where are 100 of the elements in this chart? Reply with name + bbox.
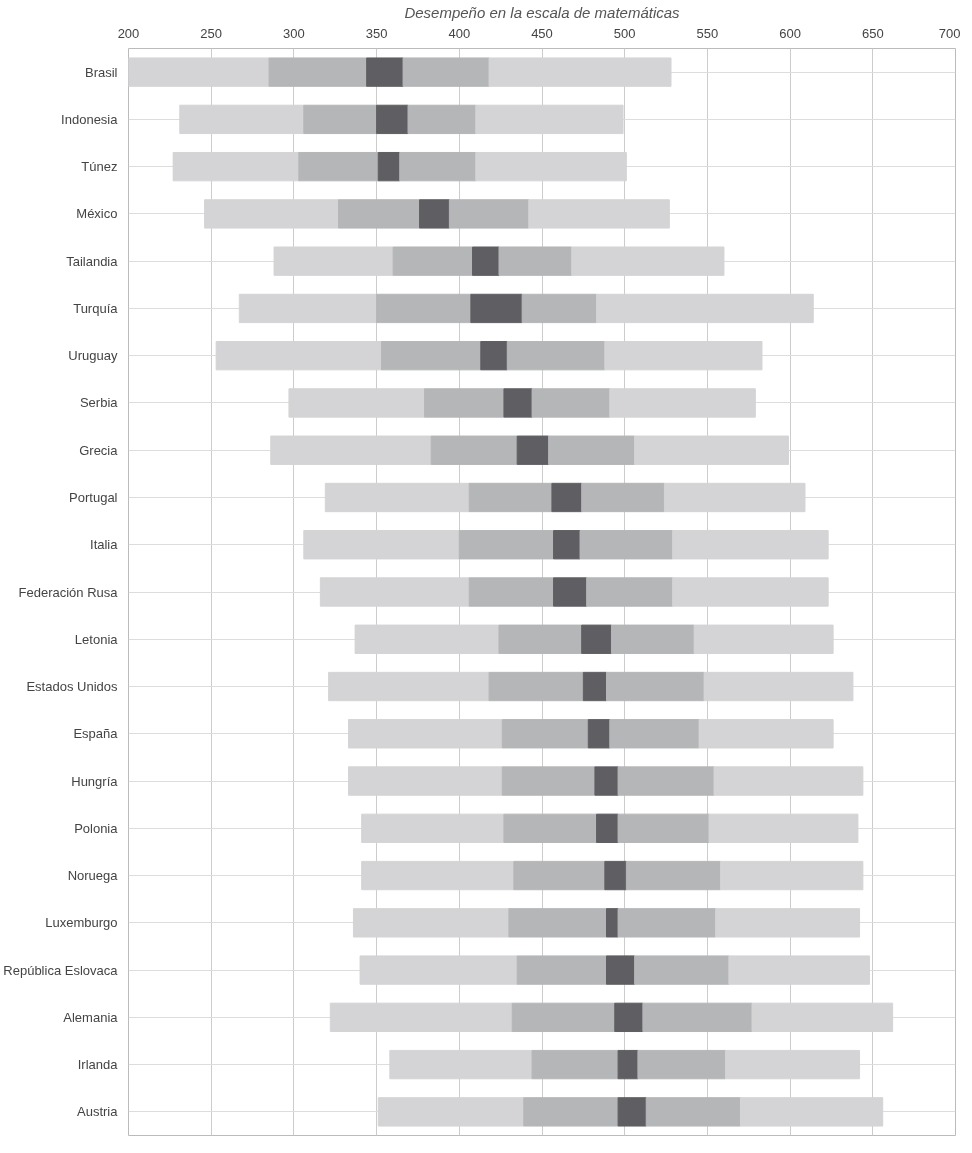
bar [424,388,505,418]
x-tick-label: 350 [365,25,388,41]
bar [430,435,518,465]
bar [609,719,700,749]
y-tick-label: Indonesia [61,111,119,127]
bar [606,671,705,702]
bar [470,293,523,324]
bar [553,577,588,607]
bar [617,1049,639,1080]
bar [319,577,470,607]
bar [596,293,814,324]
bar [419,199,450,229]
bar [606,908,619,938]
bar [606,955,636,985]
bar [498,246,573,276]
bar [359,955,518,985]
x-tick-label: 700 [938,25,961,41]
bar [698,719,834,749]
bar [270,435,432,465]
bar [329,1002,513,1033]
bar [551,482,583,513]
bar [581,624,612,654]
bar [703,671,854,702]
bar [617,766,715,796]
bar [610,624,695,654]
x-tick-label: 400 [448,25,471,41]
bar [376,104,409,135]
bar [458,530,555,560]
bar [582,671,608,702]
x-tick-label: 600 [779,25,801,41]
bar [475,104,624,135]
bar [637,1049,727,1080]
bar [511,1002,616,1033]
bar [361,860,515,891]
bar [501,766,596,796]
bar [389,1049,533,1080]
y-tick-label: Letonia [74,631,119,647]
bar [468,577,555,607]
y-tick-label: España [73,726,119,742]
x-tick-label: 200 [117,25,140,41]
bar [604,860,627,891]
bar [273,246,394,276]
bar [352,908,510,938]
y-tick-label: Alemania [63,1009,119,1025]
bar [472,246,500,276]
y-tick-label: Grecia [79,442,119,458]
bar [634,435,789,465]
bar [725,1049,861,1080]
bar [475,151,627,182]
y-tick-label: Polonia [74,820,119,836]
bar [642,1002,753,1033]
bar [376,293,472,324]
y-tick-label: Federación Rusa [18,584,119,600]
x-tick-label: 550 [696,25,719,41]
bar [377,151,401,182]
bar [298,151,379,182]
x-tick-label: 450 [531,25,553,41]
bar [521,293,598,324]
bar [516,435,550,465]
bar [347,719,503,749]
y-tick-label: Hungría [71,773,119,789]
bar [713,766,864,796]
y-tick-label: Italia [90,537,119,553]
y-tick-label: México [76,206,118,222]
bar [548,435,636,465]
bar [503,813,598,843]
bar [516,955,608,985]
bar [399,151,477,182]
bar [488,671,584,702]
x-tick-label: 500 [613,25,636,41]
y-tick-label: Noruega [67,868,119,884]
bar [303,104,378,135]
y-tick-label: Brasil [84,64,118,80]
bar [503,388,533,418]
bar [708,813,859,843]
y-tick-label: Austria [77,1104,119,1120]
bar [303,530,460,560]
bar [625,860,722,891]
bar [498,624,583,654]
bar [238,293,378,324]
x-tick-label: 650 [861,25,884,41]
bar [354,624,500,654]
y-tick-label: Estados Unidos [26,679,118,695]
bar [468,482,553,513]
x-tick-label: 300 [283,25,305,41]
bar [553,530,581,560]
bar [634,955,730,985]
y-tick-label: Portugal [69,489,118,505]
bar [531,388,611,418]
y-tick-label: Irlanda [77,1057,119,1073]
bar [693,624,834,654]
bar [328,671,490,702]
y-tick-label: Túnez [81,159,118,175]
y-tick-label: Luxemburgo [45,915,118,931]
bar [617,813,710,843]
bar [596,813,619,843]
bar [586,577,674,607]
bar [361,813,505,843]
bar [531,1049,619,1080]
bar [604,341,763,371]
